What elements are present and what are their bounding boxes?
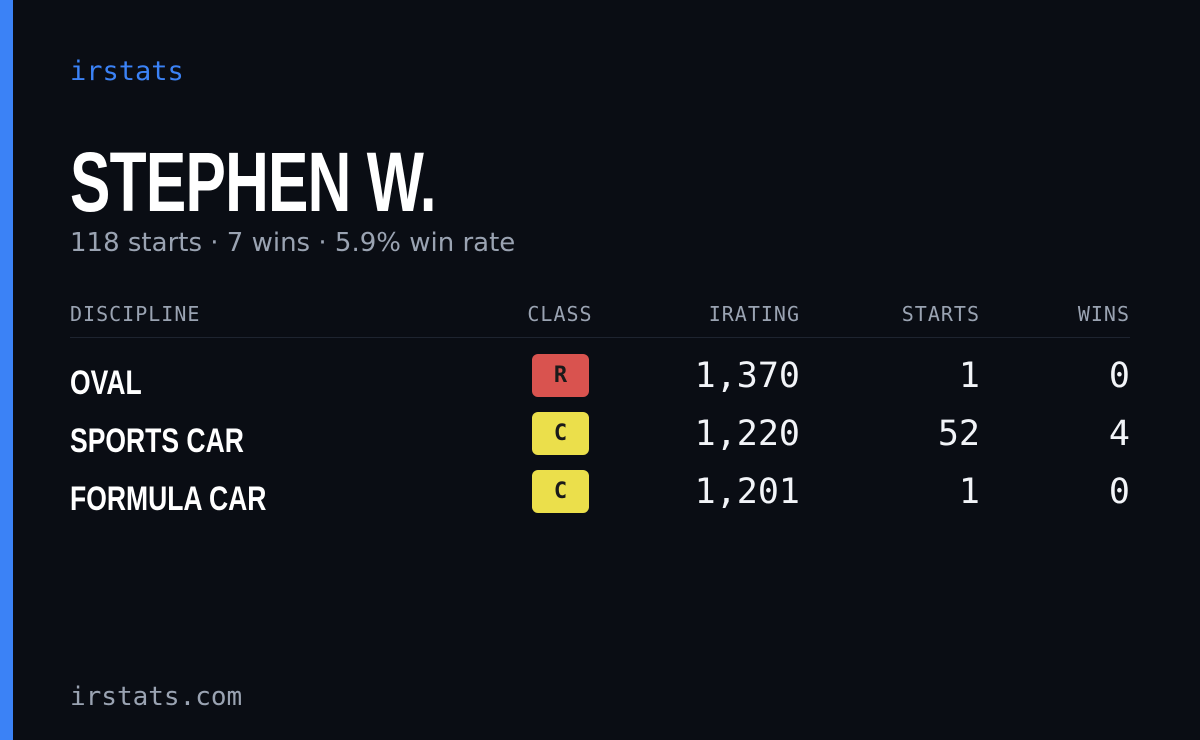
wins: 0 bbox=[1108, 356, 1130, 396]
summary: 118 starts · 7 wins · 5.9% win rate bbox=[70, 228, 516, 258]
column-header: STARTS bbox=[901, 302, 980, 326]
irating: 1,201 bbox=[694, 472, 800, 512]
class-badge: R bbox=[532, 354, 589, 397]
player-name: STEPHEN W. bbox=[70, 135, 437, 229]
discipline: OVAL bbox=[70, 364, 142, 402]
column-header: IRATING bbox=[708, 302, 800, 326]
accent-bar bbox=[0, 0, 13, 740]
discipline: SPORTS CAR bbox=[70, 422, 244, 460]
column-header: CLASS bbox=[527, 302, 593, 326]
column-header: WINS bbox=[1077, 302, 1130, 326]
irating: 1,370 bbox=[694, 356, 800, 396]
class-badge: C bbox=[532, 470, 589, 513]
discipline: FORMULA CAR bbox=[70, 480, 267, 518]
starts: 52 bbox=[937, 414, 980, 454]
wins: 4 bbox=[1108, 414, 1130, 454]
brand: irstats bbox=[70, 56, 184, 87]
starts: 1 bbox=[958, 472, 980, 512]
footer-site: irstats.com bbox=[70, 682, 243, 712]
class-badge: C bbox=[532, 412, 589, 455]
irating: 1,220 bbox=[694, 414, 800, 454]
column-header: DISCIPLINE bbox=[70, 302, 201, 326]
starts: 1 bbox=[958, 356, 980, 396]
wins: 0 bbox=[1108, 472, 1130, 512]
header-rule bbox=[70, 337, 1130, 338]
